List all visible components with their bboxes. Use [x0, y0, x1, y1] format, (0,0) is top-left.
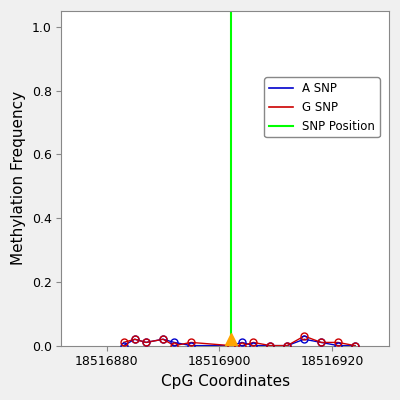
Legend: A SNP, G SNP, SNP Position: A SNP, G SNP, SNP Position — [264, 77, 380, 138]
X-axis label: CpG Coordinates: CpG Coordinates — [160, 374, 290, 389]
Y-axis label: Methylation Frequency: Methylation Frequency — [11, 91, 26, 266]
